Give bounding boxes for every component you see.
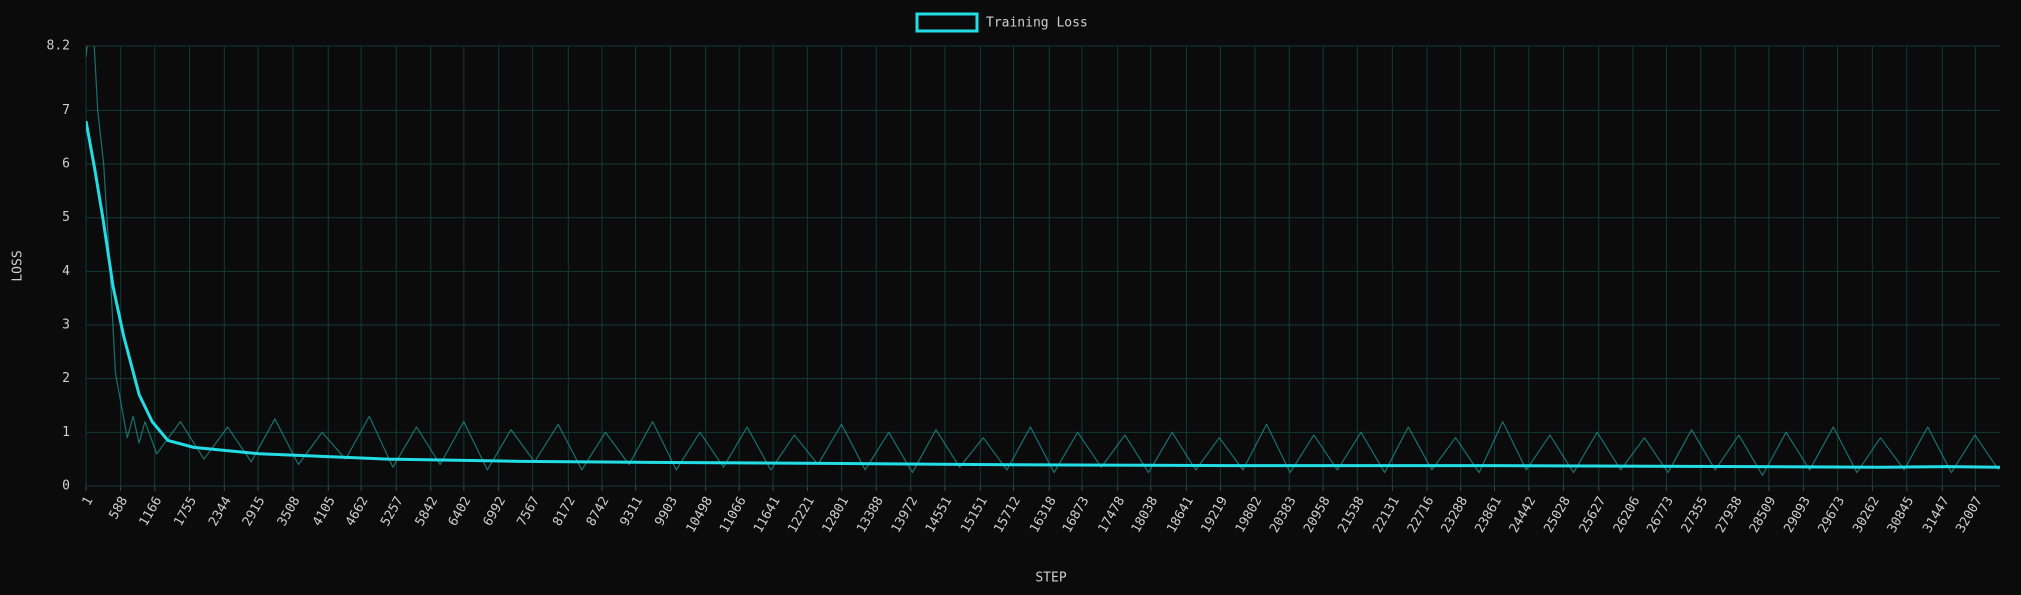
plot-area bbox=[86, 46, 2000, 476]
legend-swatch bbox=[915, 12, 979, 33]
y-tick-label: 1 bbox=[62, 425, 70, 440]
y-tick-label: 8.2 bbox=[47, 39, 70, 54]
legend-label: Training Loss bbox=[986, 16, 1088, 31]
y-tick-label: 5 bbox=[62, 210, 70, 225]
y-tick-label: 2 bbox=[62, 371, 70, 386]
y-tick-label: 3 bbox=[62, 318, 70, 333]
y-tick-label: 7 bbox=[62, 103, 70, 118]
y-tick-label: 4 bbox=[62, 264, 70, 279]
x-axis-title: STEP bbox=[1035, 571, 1066, 586]
y-axis-title: LOSS bbox=[11, 250, 26, 281]
y-tick-label: 6 bbox=[62, 157, 70, 172]
y-tick-label: 0 bbox=[62, 479, 70, 494]
grid bbox=[85, 45, 2000, 491]
raw-loss-line bbox=[86, 46, 2000, 476]
loss-line bbox=[86, 120, 2000, 469]
